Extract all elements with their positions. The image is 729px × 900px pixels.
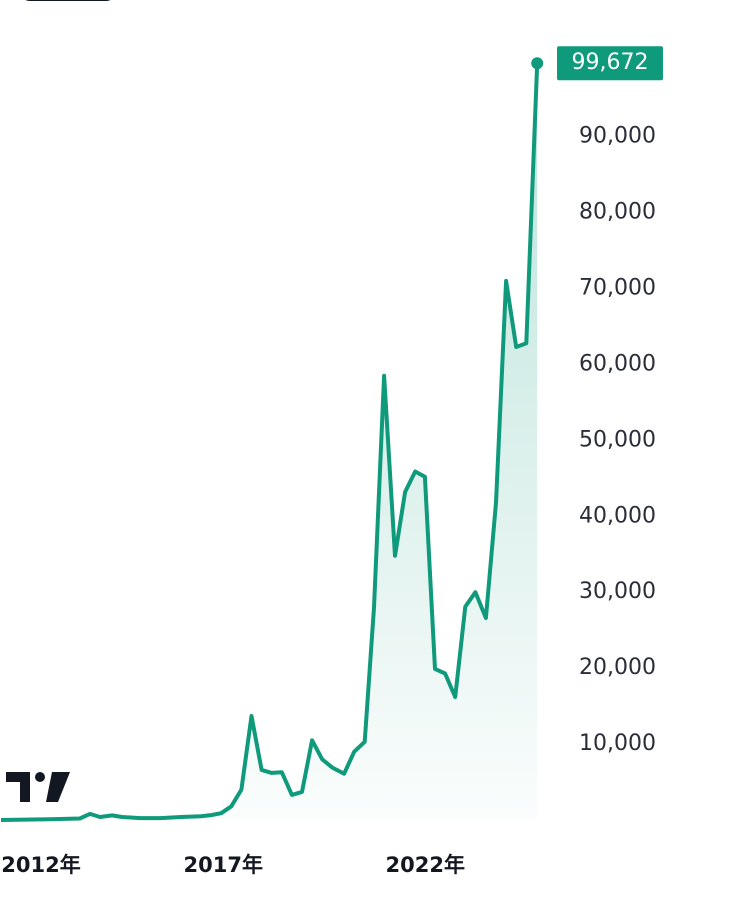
y-tick-label: 70,000 — [579, 276, 656, 301]
end-point — [531, 57, 544, 70]
value-label-box — [557, 46, 663, 81]
logo — [6, 772, 70, 802]
x-tick-label: 2022年 — [386, 853, 465, 877]
plot: 10,000 20,000 30,000 40,000 50,000 60,000 70,0… — [0, 46, 663, 877]
value-label: 99,672 — [572, 50, 649, 75]
line — [0, 63, 540, 822]
y-tick-label: 90,000 — [579, 124, 656, 149]
y-tick-label: 40,000 — [579, 503, 656, 528]
y-tick-label: 20,000 — [579, 655, 656, 680]
area — [1, 63, 538, 820]
y-tick-label: 60,000 — [579, 351, 656, 376]
y-tick-label: 10,000 — [579, 731, 656, 756]
x-tick-label: 2017年 — [184, 853, 263, 877]
y-tick-label: 30,000 — [579, 579, 656, 604]
tab-button[interactable] — [20, 0, 116, 1]
x-tick-label: 2012年 — [1, 853, 80, 877]
y-tick-label: 80,000 — [579, 200, 656, 225]
y-tick-label: 50,000 — [579, 427, 656, 452]
